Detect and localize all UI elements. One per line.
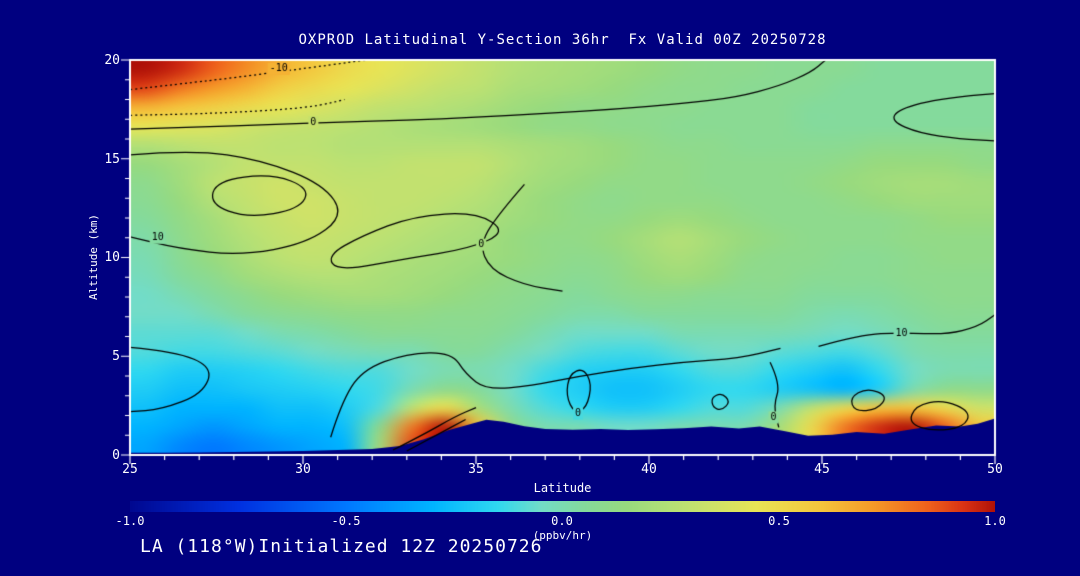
colorbar-units: (ppbv/hr): [532, 529, 593, 542]
x-tick-40: 40: [641, 462, 657, 477]
colorbar-label-neg: -0.5: [331, 514, 361, 528]
x-tick-25: 25: [122, 462, 138, 477]
x-tick-30: 30: [295, 462, 311, 477]
y-tick-5: 5: [112, 349, 120, 364]
x-tick-45: 45: [814, 462, 830, 477]
x-tick-35: 35: [468, 462, 484, 477]
colorbar-label-min: -1.0: [115, 514, 145, 528]
y-tick-15: 15: [104, 152, 120, 167]
x-tick-50: 50: [987, 462, 1003, 477]
chart-title: OXPROD Latitudinal Y-Section 36hr Fx Val…: [298, 32, 827, 48]
colorbar-label-zero: 0.0: [551, 514, 573, 528]
colorbar-label-pos: 0.5: [768, 514, 790, 528]
x-axis-title: Latitude: [533, 481, 592, 495]
y-tick-10: 10: [104, 250, 120, 265]
colorbar-label-max: 1.0: [984, 514, 1006, 528]
y-tick-20: 20: [104, 53, 120, 68]
footer-text: LA (118°W)Initialized 12Z 20250726: [140, 536, 543, 557]
colorbar-canvas: [130, 501, 995, 512]
y-tick-0: 0: [112, 448, 120, 463]
